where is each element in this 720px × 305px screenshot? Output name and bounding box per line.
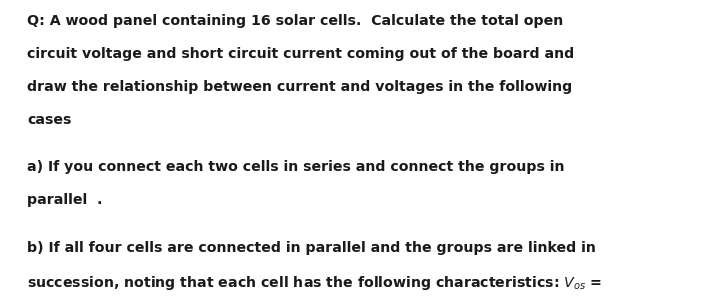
Text: circuit voltage and short circuit current coming out of the board and: circuit voltage and short circuit curren…	[27, 47, 575, 61]
Text: Q: A wood panel containing 16 solar cells.  Calculate the total open: Q: A wood panel containing 16 solar cell…	[27, 14, 564, 28]
Text: draw the relationship between current and voltages in the following: draw the relationship between current an…	[27, 80, 572, 94]
Text: b) If all four cells are connected in parallel and the groups are linked in: b) If all four cells are connected in pa…	[27, 241, 596, 255]
Text: succession, noting that each cell has the following characteristics: $\mathit{V}: succession, noting that each cell has th…	[27, 274, 603, 292]
Text: a) If you connect each two cells in series and connect the groups in: a) If you connect each two cells in seri…	[27, 160, 565, 174]
Text: cases: cases	[27, 113, 72, 127]
Text: parallel  .: parallel .	[27, 193, 103, 207]
